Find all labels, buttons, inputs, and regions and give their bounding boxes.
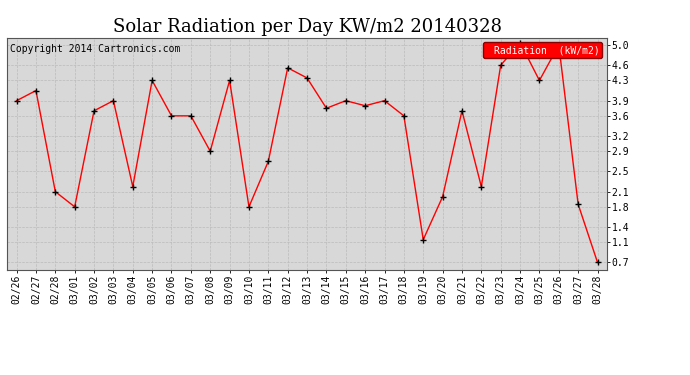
Title: Solar Radiation per Day KW/m2 20140328: Solar Radiation per Day KW/m2 20140328 [112, 18, 502, 36]
Text: Copyright 2014 Cartronics.com: Copyright 2014 Cartronics.com [10, 45, 180, 54]
Legend: Radiation  (kW/m2): Radiation (kW/m2) [483, 42, 602, 58]
